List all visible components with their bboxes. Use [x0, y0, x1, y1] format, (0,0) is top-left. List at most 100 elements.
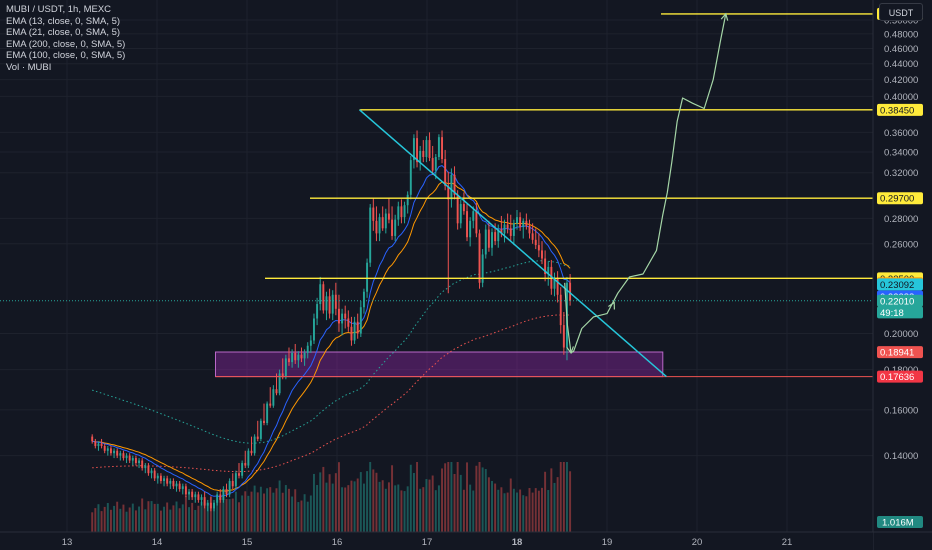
volume-bar [416, 462, 419, 532]
volume-bar [181, 504, 184, 532]
volume-bar [484, 469, 487, 532]
volume-bar [306, 501, 309, 532]
price-label-ema13 [877, 278, 923, 291]
volume-bar [128, 507, 131, 532]
candle-body [334, 294, 337, 309]
volume-bar [362, 483, 365, 532]
candle-body [269, 403, 272, 406]
volume-bar [184, 496, 187, 532]
volume-bar [97, 504, 100, 532]
candle-body [241, 463, 244, 476]
volume-bar [106, 503, 109, 532]
drawings[interactable] [215, 12, 874, 378]
price-axis[interactable]: 0.140000.160000.180000.200000.260000.280… [872, 0, 932, 550]
candle-body [341, 313, 344, 324]
candle-body [512, 223, 515, 236]
candle-body [541, 250, 543, 259]
volume-bar [359, 472, 362, 532]
volume-bar [506, 492, 509, 532]
volume-bar [247, 495, 250, 532]
volume-bar [481, 467, 484, 532]
volume-bar [169, 509, 172, 532]
ema21-line [92, 181, 571, 492]
price-label-ema13-text: 0.23092 [880, 280, 914, 291]
symbol-title[interactable]: MUBI / USDT, 1h, MEXC [6, 4, 112, 15]
support-zone-box [215, 351, 664, 378]
candle-body [194, 494, 197, 498]
time-axis-bg [0, 532, 873, 550]
volume-bar [478, 462, 481, 532]
volume-bar [394, 485, 397, 532]
volume-bar [341, 487, 344, 532]
price-label-countdown [877, 306, 923, 319]
candle-body [466, 211, 468, 238]
candle-body [537, 245, 540, 251]
candle-body [219, 494, 222, 500]
candle-body [294, 352, 297, 361]
candle-body [544, 258, 547, 275]
ema13-line [92, 165, 571, 498]
volume-bar [344, 487, 347, 532]
candle-body [403, 205, 406, 218]
volume-bar [322, 466, 325, 532]
candle-body [244, 463, 247, 466]
volume-bar [356, 478, 359, 532]
candle-body [353, 321, 356, 341]
volume-bar [412, 472, 415, 532]
candle-body [125, 455, 128, 459]
volume-bar [512, 488, 515, 532]
volume-bar [116, 501, 119, 532]
volume-bar [213, 507, 215, 532]
ema200-legend[interactable]: EMA (200, close, 0, SMA, 5) [6, 38, 126, 50]
y-tick-label: 0.32000 [884, 168, 918, 179]
volume-bar [391, 465, 394, 532]
time-axis[interactable]: 13 14 15 16 17 18 19 20 21 [0, 531, 932, 550]
candle-body [366, 262, 369, 292]
volume-bar [547, 490, 550, 532]
candle-body [362, 291, 365, 308]
ema21-legend[interactable]: EMA (21, close, 0, SMA, 5) [6, 27, 121, 38]
volume-bar [456, 462, 459, 532]
volume-bar [419, 488, 422, 532]
y-tick-label: 0.26000 [884, 239, 918, 250]
volume-bar [291, 496, 294, 532]
candle-body [156, 475, 159, 479]
ema13-legend[interactable]: EMA (13, close, 0, SMA, 5) [6, 15, 121, 27]
currency-button[interactable]: USDT [879, 3, 923, 21]
volume-bar [153, 503, 156, 532]
candle-body [319, 284, 322, 305]
volume-bar [409, 464, 412, 532]
volume-bar [222, 499, 225, 532]
volume-bar [206, 504, 209, 532]
candle-body [225, 488, 228, 495]
candle-body [166, 478, 169, 484]
candle-body [178, 483, 181, 489]
candle-body [562, 325, 565, 348]
candle-body [525, 220, 528, 226]
candle-body [184, 486, 187, 495]
candle-body [316, 304, 319, 319]
price-label-level [877, 103, 923, 116]
volume-bar [516, 492, 518, 532]
candle-body [303, 352, 306, 359]
volume-bar [259, 486, 262, 532]
volume-bar [434, 490, 437, 532]
volume-bar [494, 483, 497, 532]
volume-bar [144, 509, 147, 532]
volume-bar [150, 501, 153, 532]
candle-body [306, 345, 309, 353]
volume-bar [475, 465, 478, 532]
volume-bar [272, 492, 275, 532]
volume-bar [500, 487, 503, 532]
candle-body [150, 470, 153, 474]
candle-body [297, 354, 300, 361]
volume-bar [178, 508, 181, 532]
candle-body [409, 160, 412, 195]
candle-body [331, 294, 334, 314]
ema100-legend[interactable]: EMA (100, close, 0, SMA, 5) [6, 50, 126, 61]
candle-body [556, 278, 559, 295]
x-tick-label: 16 [332, 537, 343, 548]
volume-legend[interactable]: Vol · MUBI [6, 61, 52, 73]
x-tick-label: 14 [152, 537, 163, 548]
